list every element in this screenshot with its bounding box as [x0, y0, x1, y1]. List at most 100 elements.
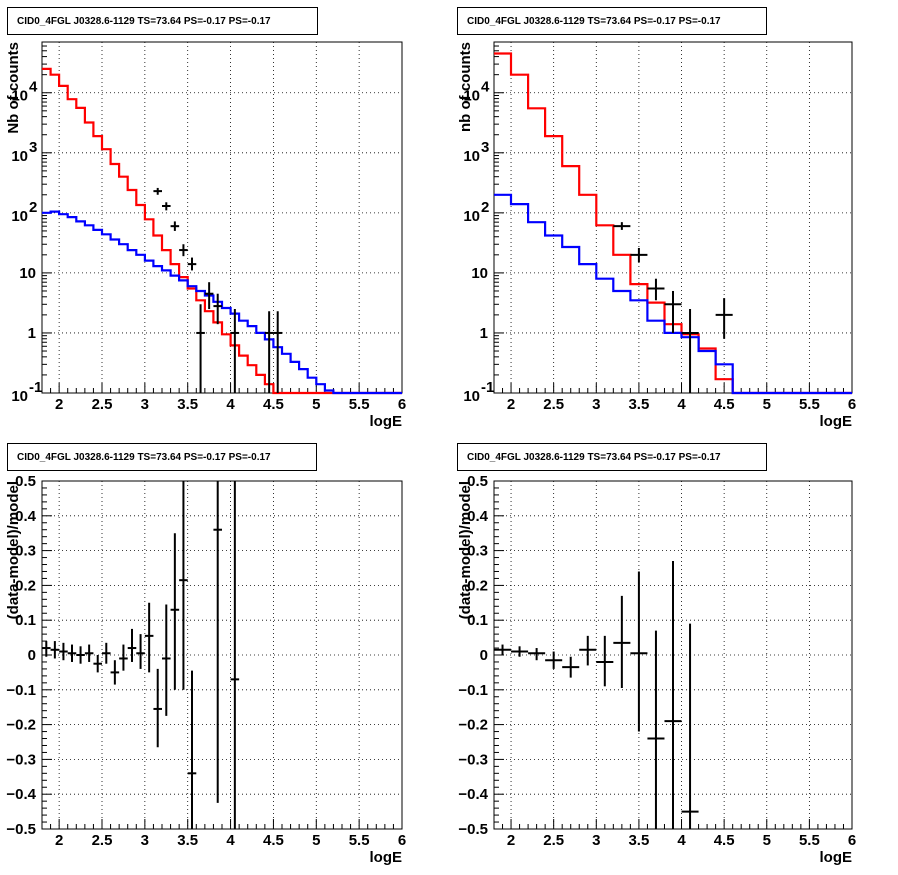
x-axis-ticks: [41, 819, 403, 829]
chart-title-box: CID0_4FGL J0328.6-1129 TS=73.64 PS=-0.17…: [7, 443, 317, 471]
data-point: [562, 656, 580, 678]
data-point: [494, 644, 512, 655]
title-frame: [457, 7, 767, 35]
data-point: [67, 644, 77, 662]
data-point: [647, 278, 665, 301]
data-point: [170, 533, 180, 690]
plot-frame: [493, 41, 853, 394]
y-tick-label: 10: [463, 148, 480, 165]
y-tick-label: 10: [11, 208, 28, 225]
data-point: [213, 481, 222, 803]
data-point: [59, 642, 68, 661]
y-tick-exponent: 3: [481, 139, 489, 156]
chart-panel-1: CID0_4FGL J0328.6-1129 TS=73.64 PS=-0.17…: [5, 7, 406, 430]
data-point: [264, 311, 274, 393]
data-point: [273, 311, 282, 393]
y-tick-exponent: 4: [29, 79, 38, 96]
x-tick-label: 6: [848, 832, 856, 849]
chart-panel-4: CID0_4FGL J0328.6-1129 TS=73.64 PS=-0.17…: [457, 443, 856, 866]
x-tick-label: 6: [848, 396, 856, 413]
data-point: [230, 309, 240, 393]
y-tick-label: 10: [11, 388, 28, 405]
x-tick-label: 5.5: [799, 832, 820, 849]
data-point: [42, 641, 51, 657]
data-point: [127, 628, 137, 662]
x-tick-label: 3.5: [177, 832, 198, 849]
chart-title: CID0_4FGL J0328.6-1129 TS=73.64 PS=-0.17…: [17, 452, 271, 463]
x-tick-label: 4.5: [263, 396, 284, 413]
data-point: [647, 630, 665, 829]
title-frame: [457, 443, 767, 471]
y-tick-label: 10: [463, 208, 480, 225]
y-tick-label: 10: [11, 148, 28, 165]
x-tick-label: 4.5: [714, 832, 735, 849]
data-point: [187, 670, 197, 829]
grid: [494, 42, 852, 393]
data-point: [613, 595, 631, 689]
x-axis-label: logE: [820, 849, 853, 866]
title-frame: [7, 7, 318, 35]
x-tick-label: 2: [507, 396, 515, 413]
data-points: [613, 222, 733, 393]
y-axis-label: (data-model)/model: [457, 481, 474, 619]
x-tick-label: 3: [592, 396, 600, 413]
data-points: [153, 187, 282, 393]
data-point: [213, 293, 222, 325]
y-tick-label: 0.5: [15, 473, 36, 490]
y-tick-exponent: 4: [481, 79, 490, 96]
model-total-histogram: [42, 67, 402, 395]
y-tick-label: 10: [19, 265, 36, 282]
data-point: [50, 641, 60, 659]
y-tick-exponent: 2: [481, 199, 489, 216]
model-source-histogram: [42, 210, 402, 395]
x-tick-label: 5: [763, 832, 771, 849]
x-tick-label: 5.5: [349, 832, 370, 849]
x-tick-label: 3.5: [177, 396, 198, 413]
x-tick-label: 2.5: [543, 832, 564, 849]
y-tick-exponent: 2: [29, 199, 37, 216]
y-tick-exponent: -1: [481, 379, 494, 396]
model-total-histogram: [494, 52, 852, 395]
data-point: [162, 202, 171, 211]
y-axis-label: Nb of counts: [5, 42, 22, 134]
data-point: [119, 644, 128, 671]
y-axis-ticks: [42, 480, 52, 830]
y-tick-label: −0.4: [458, 786, 488, 803]
x-tick-label: 4: [677, 396, 686, 413]
data-point: [528, 648, 546, 661]
x-tick-label: 5: [312, 396, 320, 413]
data-point: [110, 660, 120, 685]
y-tick-label: 0.1: [15, 612, 36, 629]
x-tick-label: 4: [677, 832, 686, 849]
x-tick-label: 6: [398, 396, 406, 413]
data-point: [579, 635, 597, 666]
x-tick-label: 5.5: [799, 396, 820, 413]
x-tick-label: 2.5: [92, 832, 113, 849]
data-point: [204, 282, 214, 310]
data-point: [179, 481, 188, 690]
y-tick-label: 0: [28, 647, 36, 664]
data-points: [42, 481, 240, 829]
y-tick-label: −0.3: [458, 751, 488, 768]
y-tick-label: 0.5: [467, 473, 488, 490]
chart-title-box: CID0_4FGL J0328.6-1129 TS=73.64 PS=-0.17…: [7, 7, 318, 35]
grid: [42, 481, 402, 829]
y-tick-label: 0.4: [467, 508, 489, 525]
y-tick-label: 1: [480, 325, 488, 342]
chart-title: CID0_4FGL J0328.6-1129 TS=73.64 PS=-0.17…: [17, 16, 271, 27]
x-tick-label: 5: [763, 396, 771, 413]
y-axis-label: (data-model)/model: [5, 481, 22, 619]
y-axis-ticks: [494, 480, 504, 830]
chart-panel-2: CID0_4FGL J0328.6-1129 TS=73.64 PS=-0.17…: [457, 7, 856, 430]
chart-panel-3: CID0_4FGL J0328.6-1129 TS=73.64 PS=-0.17…: [5, 443, 406, 866]
y-tick-label: −0.1: [458, 682, 488, 699]
x-tick-label: 3.5: [628, 396, 649, 413]
x-tick-label: 2: [55, 832, 63, 849]
data-point: [93, 655, 102, 673]
x-tick-label: 2: [507, 832, 515, 849]
y-tick-label: 0.3: [15, 543, 36, 560]
x-tick-label: 2.5: [92, 396, 113, 413]
data-point: [664, 561, 682, 829]
x-axis-ticks: [493, 383, 853, 393]
y-axis-ticks: [494, 41, 504, 394]
